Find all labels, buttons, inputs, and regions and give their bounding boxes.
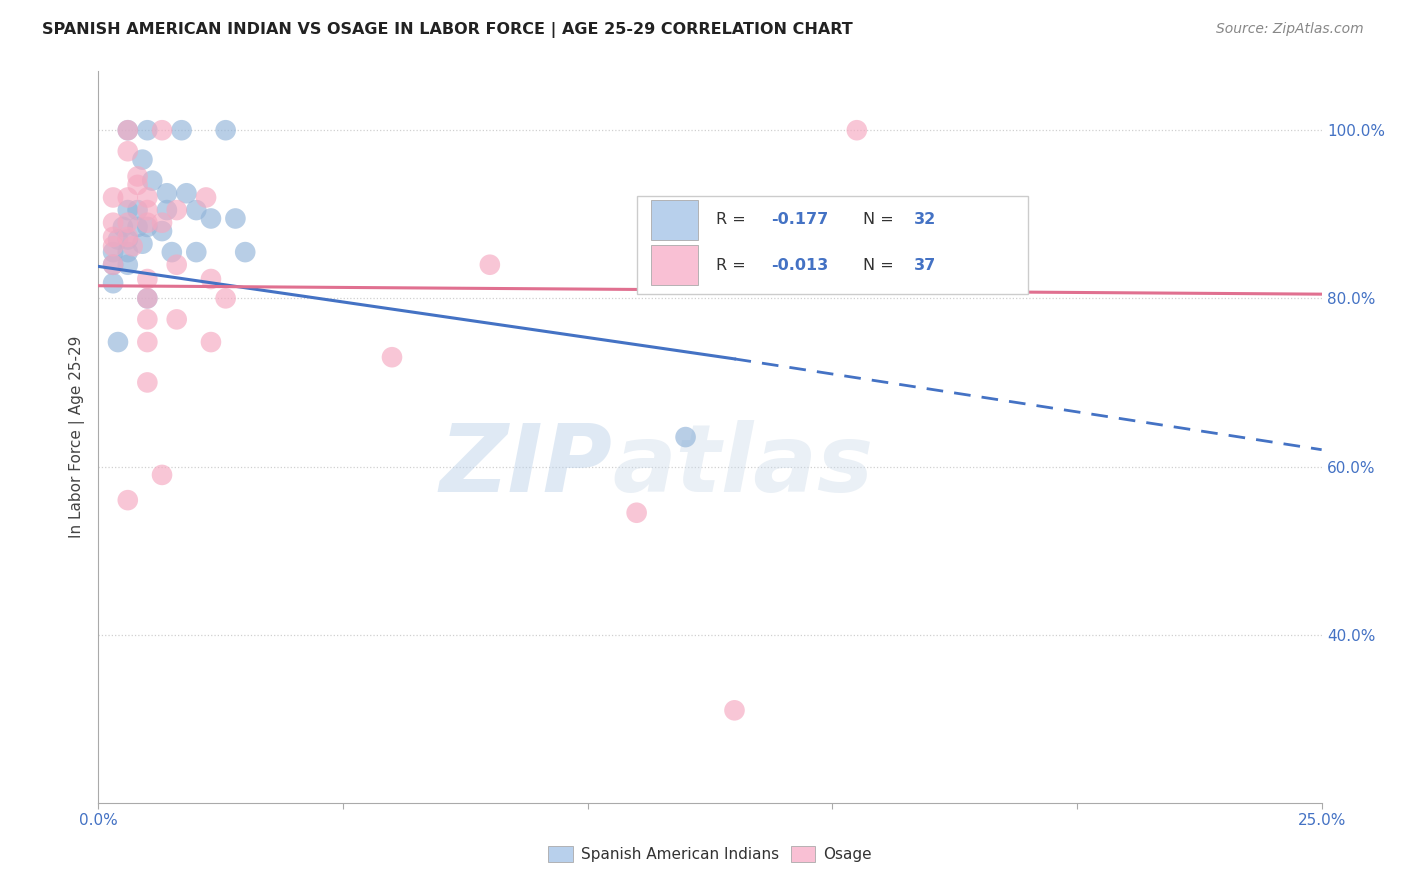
Text: N =: N = — [863, 258, 898, 273]
Text: 37: 37 — [914, 258, 936, 273]
Point — [117, 123, 139, 137]
Point — [107, 334, 129, 349]
Point — [233, 245, 256, 260]
Text: atlas: atlas — [612, 420, 873, 512]
Point — [381, 350, 404, 364]
Point — [136, 219, 159, 234]
Point — [626, 506, 648, 520]
Text: N =: N = — [863, 212, 898, 227]
Point — [166, 312, 188, 326]
Point — [101, 277, 124, 291]
Point — [675, 430, 697, 444]
Point — [117, 493, 139, 508]
Point — [117, 216, 139, 230]
Point — [117, 258, 139, 272]
Point — [101, 258, 124, 272]
Point — [166, 203, 188, 218]
Point — [111, 219, 134, 234]
Point — [195, 190, 218, 204]
Point — [101, 216, 124, 230]
Point — [131, 153, 153, 167]
Point — [136, 376, 159, 390]
Point — [156, 186, 179, 201]
Point — [117, 123, 139, 137]
Point — [127, 178, 149, 192]
Point — [117, 145, 139, 159]
Point — [224, 211, 246, 226]
Point — [200, 334, 222, 349]
Point — [117, 245, 139, 260]
Text: -0.177: -0.177 — [772, 212, 828, 227]
Point — [200, 211, 222, 226]
Point — [160, 245, 183, 260]
Point — [101, 239, 124, 253]
Point — [136, 203, 159, 218]
Point — [478, 258, 501, 272]
Point — [845, 123, 868, 137]
Text: R =: R = — [716, 212, 751, 227]
FancyBboxPatch shape — [651, 200, 697, 240]
Point — [170, 123, 193, 137]
Point — [186, 245, 208, 260]
FancyBboxPatch shape — [637, 195, 1028, 294]
Point — [136, 291, 159, 305]
Text: -0.013: -0.013 — [772, 258, 828, 273]
Point — [136, 334, 159, 349]
Point — [166, 258, 188, 272]
Point — [136, 123, 159, 137]
Point — [200, 272, 222, 286]
Point — [150, 123, 173, 137]
Text: SPANISH AMERICAN INDIAN VS OSAGE IN LABOR FORCE | AGE 25-29 CORRELATION CHART: SPANISH AMERICAN INDIAN VS OSAGE IN LABO… — [42, 22, 853, 38]
Point — [131, 236, 153, 251]
Point — [214, 291, 236, 305]
Point — [176, 186, 198, 201]
Point — [121, 239, 143, 253]
Point — [117, 233, 139, 247]
Point — [117, 190, 139, 204]
Point — [136, 272, 159, 286]
Point — [127, 203, 149, 218]
Point — [723, 703, 745, 717]
Text: ZIP: ZIP — [439, 420, 612, 512]
Text: 32: 32 — [914, 212, 936, 227]
Text: R =: R = — [716, 258, 751, 273]
Point — [156, 203, 179, 218]
Point — [101, 230, 124, 244]
FancyBboxPatch shape — [651, 245, 697, 285]
Point — [150, 467, 173, 482]
Point — [117, 230, 139, 244]
Point — [150, 216, 173, 230]
Point — [136, 190, 159, 204]
Point — [101, 190, 124, 204]
Point — [107, 233, 129, 247]
Point — [136, 216, 159, 230]
Y-axis label: In Labor Force | Age 25-29: In Labor Force | Age 25-29 — [69, 336, 86, 538]
Point — [136, 291, 159, 305]
Point — [127, 169, 149, 184]
Point — [117, 203, 139, 218]
Point — [186, 203, 208, 218]
Point — [141, 174, 163, 188]
Point — [150, 224, 173, 238]
Point — [101, 258, 124, 272]
Point — [127, 219, 149, 234]
Point — [214, 123, 236, 137]
Legend: Spanish American Indians, Osage: Spanish American Indians, Osage — [543, 840, 877, 868]
Point — [136, 312, 159, 326]
Text: Source: ZipAtlas.com: Source: ZipAtlas.com — [1216, 22, 1364, 37]
Point — [101, 245, 124, 260]
